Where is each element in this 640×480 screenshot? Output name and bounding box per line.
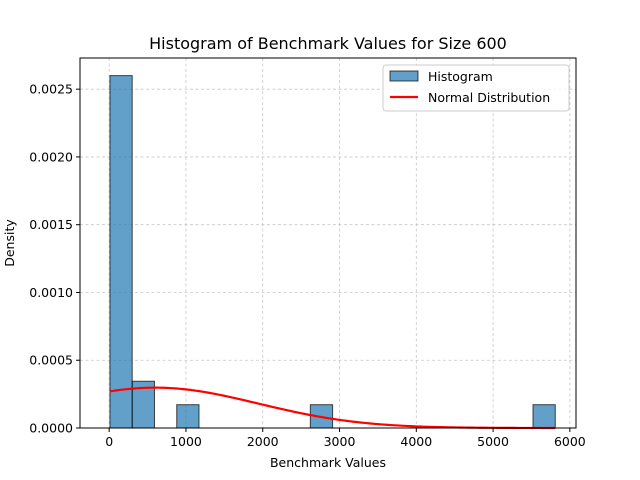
x-axis-ticks: 0 1000 2000 3000 4000 5000 6000	[105, 428, 586, 449]
plot-frame	[79, 57, 577, 429]
x-tick-label: 3000	[324, 434, 356, 449]
x-tick-label: 1000	[170, 434, 202, 449]
legend-box	[382, 64, 570, 112]
x-axis-label: Benchmark Values	[270, 455, 386, 470]
grid-lines	[80, 58, 576, 429]
histogram-bars	[109, 75, 556, 429]
x-tick-label: 0	[105, 434, 113, 449]
histogram-bar	[532, 404, 556, 429]
histogram-bar	[109, 75, 133, 429]
legend-label-histogram: Histogram	[428, 69, 493, 84]
legend: Histogram Normal Distribution	[382, 64, 570, 112]
x-tick-label: 5000	[477, 434, 509, 449]
y-tick-label: 0.0015	[29, 217, 73, 232]
y-tick-label: 0.0025	[29, 82, 73, 97]
x-tick-label: 6000	[554, 434, 586, 449]
y-tick-label: 0.0005	[29, 353, 73, 368]
x-tick-label: 4000	[400, 434, 432, 449]
legend-swatch-histogram	[389, 70, 419, 82]
y-tick-label: 0.0000	[29, 421, 73, 436]
y-axis-ticks: 0.0000 0.0005 0.0010 0.0015 0.0020 0.0025	[29, 82, 80, 436]
chart-title: Histogram of Benchmark Values for Size 6…	[149, 34, 507, 53]
y-tick-label: 0.0010	[29, 285, 73, 300]
y-tick-label: 0.0020	[29, 149, 73, 164]
histogram-bar	[176, 404, 200, 429]
x-tick-label: 2000	[247, 434, 279, 449]
y-axis-label: Density	[2, 219, 17, 267]
legend-label-normal-distribution: Normal Distribution	[428, 90, 550, 105]
